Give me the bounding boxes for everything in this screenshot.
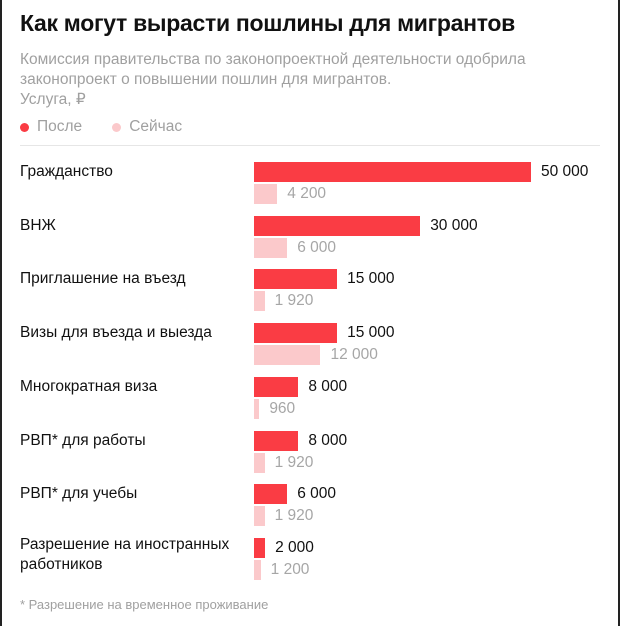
value-label-after: 2 000 <box>275 538 314 556</box>
bar-after <box>254 537 266 558</box>
value-label-after: 6 000 <box>297 485 337 503</box>
value-label-now: 1 200 <box>270 560 310 578</box>
value-label-now: 12 000 <box>330 346 378 364</box>
bar-now <box>254 291 265 312</box>
category-label: Визы для въезда и выезда <box>20 324 212 342</box>
bar-after <box>254 376 299 397</box>
value-label-after: 8 000 <box>308 377 348 395</box>
footnote: * Разрешение на временное проживание <box>20 597 269 612</box>
bar-now <box>254 452 265 473</box>
value-label-after: 50 000 <box>541 163 589 180</box>
bar-after <box>254 269 338 290</box>
bar-now <box>254 559 261 580</box>
value-label-now: 960 <box>269 399 296 417</box>
value-label-now: 1 920 <box>274 507 314 525</box>
value-label-after: 8 000 <box>308 431 348 449</box>
bar-after <box>254 430 299 451</box>
legend: После Сейчас <box>20 118 182 136</box>
category-label: РВП* для учебы <box>20 485 138 503</box>
category-label: ВНЖ <box>20 216 56 234</box>
legend-label-now: Сейчас <box>129 118 183 135</box>
value-label-now: 6 000 <box>297 238 337 256</box>
bar-now <box>254 398 260 419</box>
category-label: РВП* для работы <box>20 431 146 449</box>
value-label-after: 30 000 <box>430 216 478 234</box>
category-label: Многократная виза <box>20 377 158 395</box>
subtitle-text: Комиссия правительства по законопроектно… <box>20 51 526 88</box>
bar-now <box>254 237 288 258</box>
bar-now <box>254 506 265 527</box>
category-label: Разрешение на иностранных работников <box>20 535 230 573</box>
value-label-now: 1 920 <box>274 453 314 471</box>
legend-dot-now <box>112 122 122 132</box>
bar-now <box>254 345 321 366</box>
legend-item-after: После <box>20 118 82 136</box>
category-label: Гражданство <box>20 163 113 180</box>
chart-subtitle: Комиссия правительства по законопроектно… <box>20 50 600 110</box>
chart-title: Как могут вырасти пошлины для мигрантов <box>20 10 516 36</box>
unit-label: Услуга, ₽ <box>20 91 86 108</box>
value-label-after: 15 000 <box>347 270 395 288</box>
legend-label-after: После <box>37 118 83 135</box>
separator <box>20 145 600 146</box>
category-label: Приглашение на въезд <box>20 270 186 288</box>
legend-item-now: Сейчас <box>112 118 182 136</box>
bar-after <box>254 484 288 505</box>
bar-after <box>254 323 338 344</box>
value-label-now: 4 200 <box>287 185 327 202</box>
value-label-now: 1 920 <box>274 292 314 310</box>
legend-dot-after <box>20 122 29 132</box>
value-label-after: 15 000 <box>347 324 395 342</box>
bar-after <box>254 162 531 182</box>
bar-now <box>254 184 278 204</box>
bar-after <box>254 215 421 236</box>
